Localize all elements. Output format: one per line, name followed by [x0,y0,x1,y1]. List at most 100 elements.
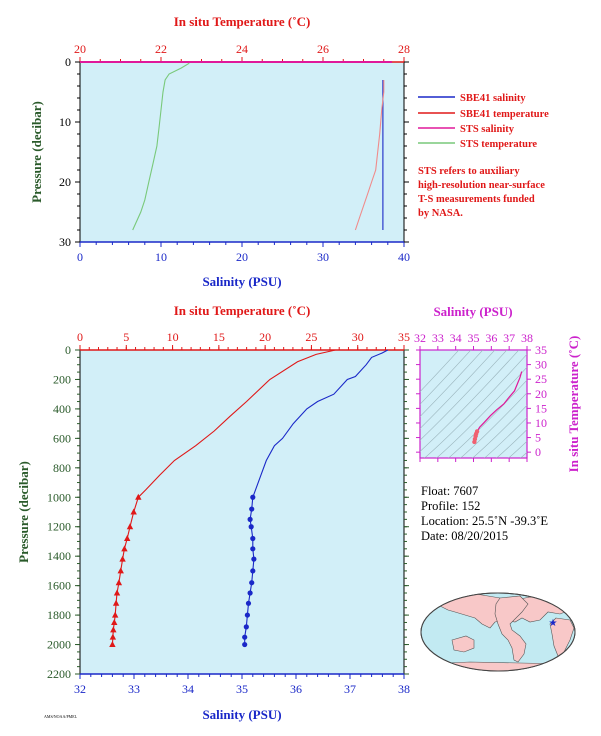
main-pressure-tick-label: 600 [53,431,71,445]
top-plot-ticks: 20 22 24 26 28 0 10 20 30 40 0 10 20 30 [59,42,410,264]
legend-label-sts-salinity: STS salinity [460,124,515,135]
main-pressure-tick-label: 2200 [47,667,71,681]
main-pressure-tick-label: 0 [65,343,71,357]
main-salinity-marker [244,612,250,618]
ts-temp-tick-label: 10 [535,416,547,430]
ts-sal-tick-label: 33 [432,331,444,345]
main-temperature-marker [124,535,131,542]
top-temp-tick-label: 20 [74,42,86,56]
main-pressure-tick-label: 800 [53,461,71,475]
top-temp-tick-label: 22 [155,42,167,56]
ts-temp-tick-label: 15 [535,401,547,415]
main-pressure-tick-label: 1400 [47,549,71,563]
ts-density-contour [484,417,527,458]
main-sal-tick-label: 32 [74,682,86,696]
main-temperature-marker [110,626,117,633]
top-pressure-tick-label: 30 [59,235,71,249]
main-salinity-marker [249,580,255,586]
legend-label-sbe41-temperature: SBE41 temperature [460,109,549,120]
map-land-antarctica [424,661,575,671]
top-series-sbe41-temperature [354,80,385,231]
map-land-australia [451,635,475,653]
top-pressure-tick-label: 10 [59,115,71,129]
footer-credit: AMS/NOAA/PMEL [44,714,78,719]
map-land-americas [494,595,529,663]
ts-sal-tick-label: 34 [450,331,462,345]
main-plot-salinity-axis-title: Salinity (PSU) [202,707,281,722]
main-sal-tick-label: 33 [128,682,140,696]
top-sal-tick-label: 10 [155,250,167,264]
top-temp-tick-label: 24 [236,42,248,56]
profile-date: Date: 08/20/2015 [421,529,508,543]
main-salinity-marker [247,516,253,522]
main-salinity-marker [247,590,253,596]
ts-temp-tick-label: 30 [535,358,547,372]
main-pressure-tick-label: 200 [53,372,71,386]
ts-temp-tick-label: 20 [535,387,547,401]
ts-density-contour [420,350,520,452]
ts-density-contour [472,404,527,458]
main-temp-tick-label: 0 [77,330,83,344]
main-plot-background [79,349,405,675]
top-pressure-tick-label: 0 [65,55,71,69]
ts-plot-temperature-axis-title: In situ Temperature (˚C) [566,336,581,473]
main-salinity-marker [248,524,254,530]
ts-temp-tick-label: 5 [535,431,541,445]
main-salinity-marker [245,600,252,606]
ts-density-contour [496,429,527,458]
main-temperature-marker [109,641,116,648]
top-plot-background [79,61,405,243]
ts-sal-tick-label: 36 [485,331,497,345]
ts-density-contour [460,392,527,458]
main-temp-tick-label: 15 [213,330,225,344]
float-id: Float: 7607 [421,484,478,498]
main-temp-tick-label: 35 [398,330,410,344]
top-plot-temperature-axis-title: In situ Temperature (˚C) [174,14,311,29]
main-temperature-marker [111,611,119,618]
main-temperature-marker [115,579,123,586]
ts-temp-tick-label: 0 [535,445,541,459]
ts-plot-series [472,371,523,445]
legend-note-line-2: high-resolution near-surface [418,180,545,191]
ts-plot-salinity-axis-title: Salinity (PSU) [433,304,512,319]
main-temp-tick-label: 25 [305,330,317,344]
main-plot-series [109,349,389,648]
ts-sal-tick-label: 37 [503,331,515,345]
main-pressure-tick-label: 400 [53,402,71,416]
main-plot-pressure-axis-title: Pressure (decibar) [16,461,31,563]
ts-sal-tick-label: 32 [414,331,426,345]
main-sal-tick-label: 38 [398,682,410,696]
top-temp-tick-label: 28 [398,42,410,56]
main-temp-tick-label: 5 [123,330,129,344]
ts-density-contour [508,440,527,458]
main-temperature-marker [112,599,120,606]
top-plot-series [80,61,392,231]
main-temperature-marker [121,545,128,552]
ts-density-contour [420,350,484,417]
legend-note-line-3: T-S measurements funded [418,194,535,205]
top-plot-salinity-axis-title: Salinity (PSU) [202,274,281,289]
main-salinity-marker [243,624,249,630]
ts-density-contours [420,350,527,458]
main-temperature-marker [109,633,117,640]
main-pressure-tick-label: 1600 [47,579,71,593]
top-plot-pressure-axis-title: Pressure (decibar) [29,101,44,203]
top-sal-tick-label: 30 [317,250,329,264]
main-salinity-marker [242,641,248,648]
legend-label-sts-temperature: STS temperature [460,139,537,150]
main-temperature-marker [113,589,121,596]
location-map: ★ [420,592,576,672]
float-location: Location: 25.5˚N -39.3˚E [421,514,548,528]
main-salinity-marker [250,568,256,574]
ts-density-contour [520,451,527,458]
main-pressure-tick-label: 2000 [47,638,71,652]
main-temperature-marker [126,523,134,530]
main-temp-tick-label: 10 [167,330,179,344]
main-salinity-marker [250,546,256,552]
top-sal-tick-label: 0 [77,250,83,264]
ts-density-contour [448,379,527,458]
top-temp-tick-label: 26 [317,42,329,56]
main-salinity-marker [250,494,256,500]
ts-density-contour [420,350,472,405]
